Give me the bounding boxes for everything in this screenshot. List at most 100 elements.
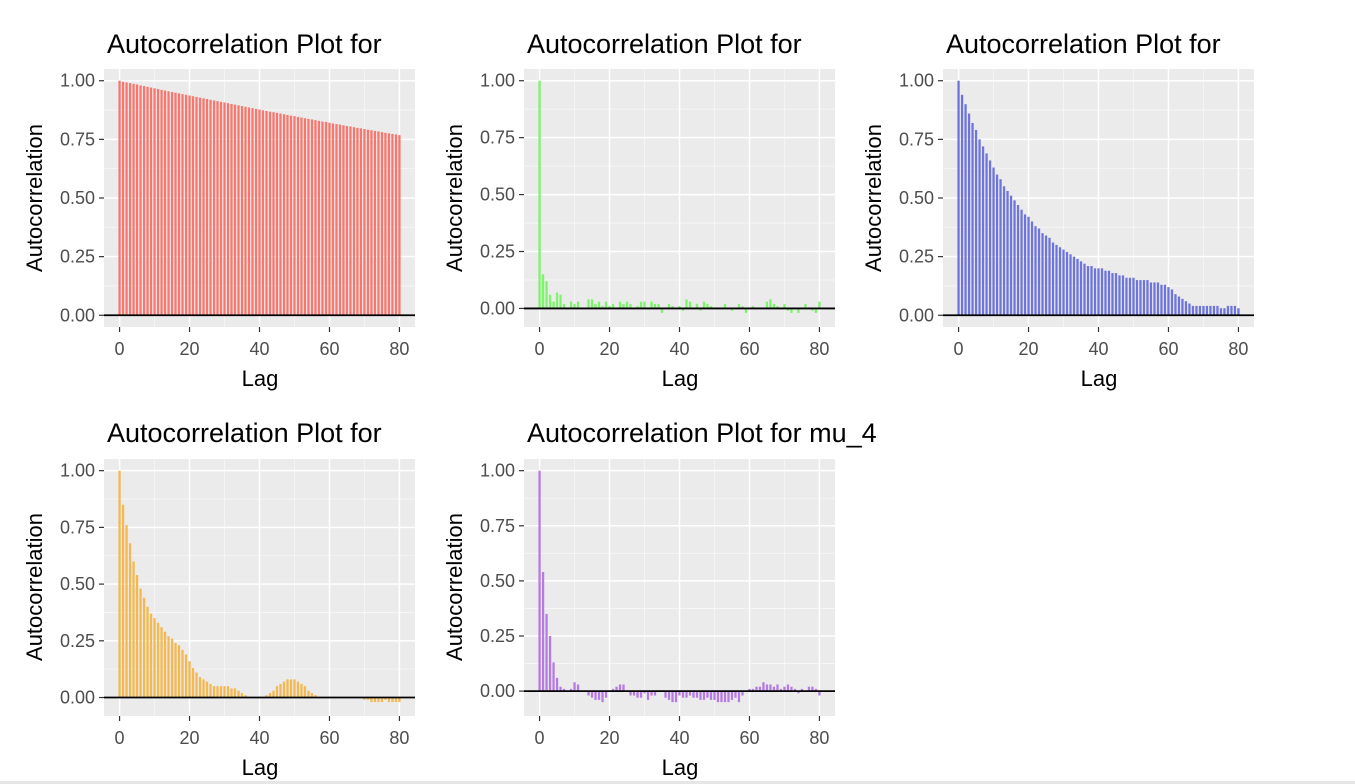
y-tick-label: 0.00	[480, 681, 515, 701]
y-tick-label: 0.25	[480, 242, 515, 262]
acf-bar	[174, 643, 177, 698]
acf-bar	[653, 691, 657, 696]
acf-bar	[268, 692, 272, 698]
acf-bar	[212, 100, 216, 316]
acf-bar	[387, 133, 391, 316]
acf-bar	[380, 697, 384, 703]
x-axis-label: Lag	[242, 366, 279, 391]
acf-bar	[265, 695, 268, 698]
acf-bar	[667, 691, 671, 700]
acf-bar	[1048, 237, 1051, 316]
acf-bar	[233, 688, 237, 698]
acf-bar	[132, 561, 135, 698]
acf-bar	[314, 695, 317, 698]
acf-bar	[737, 303, 741, 309]
y-tick-label: 0.00	[480, 298, 515, 318]
acf-bar	[247, 107, 251, 316]
acf-bar	[772, 303, 776, 309]
acf-bar	[275, 686, 279, 698]
acf-bar	[611, 303, 615, 309]
acf-bar	[814, 688, 818, 692]
acf-bar	[1069, 254, 1072, 316]
x-tick-label: 20	[600, 728, 620, 748]
acf-bar	[720, 691, 723, 703]
acf-bar	[1034, 226, 1037, 316]
acf-bar	[1030, 221, 1034, 316]
acf-bar	[1051, 242, 1055, 316]
acf-bar	[562, 688, 566, 692]
acf-bar	[139, 85, 142, 316]
acf-bar	[391, 697, 394, 703]
y-tick-label: 1.00	[60, 461, 95, 481]
acf-bar	[1153, 282, 1156, 316]
acf-bar	[611, 688, 615, 692]
acf-bar	[118, 470, 121, 698]
acf-bar	[960, 94, 964, 316]
acf-bar	[1044, 235, 1048, 316]
acf-bar	[177, 93, 181, 316]
acf-bar	[650, 301, 653, 309]
acf-bar	[1202, 305, 1205, 316]
y-tick-label: 0.25	[480, 626, 515, 646]
acf-bar	[345, 125, 349, 316]
x-axis-label: Lag	[662, 755, 699, 780]
acf-bar	[1006, 190, 1009, 316]
x-tick-label: 40	[1088, 339, 1108, 359]
acf-bar	[1090, 266, 1093, 316]
acf-bar	[562, 303, 566, 309]
x-tick-label: 80	[389, 339, 409, 359]
acf-bar	[1093, 268, 1097, 316]
acf-bar	[1156, 282, 1160, 316]
acf-bar	[1100, 268, 1104, 316]
acf-bar	[1191, 305, 1195, 316]
acf-bar	[636, 306, 639, 309]
acf-bar	[615, 686, 618, 692]
acf-bar	[685, 691, 688, 698]
y-tick-label: 1.00	[480, 461, 515, 481]
acf-bar	[223, 102, 226, 316]
acf-bar	[181, 94, 184, 316]
acf-bar	[734, 691, 737, 698]
acf-bar	[597, 301, 601, 309]
acf-bar	[597, 691, 601, 700]
acf-bar	[328, 122, 331, 316]
acf-bar	[594, 303, 597, 309]
acf-bar	[811, 308, 814, 311]
acf-bar	[156, 88, 160, 316]
acf-bar	[377, 697, 380, 703]
acf-bar	[1184, 301, 1188, 316]
acf-bar	[555, 292, 559, 309]
acf-bar	[1198, 305, 1202, 316]
acf-bar	[545, 281, 548, 309]
acf-bar	[191, 668, 195, 698]
acf-bar	[807, 686, 811, 692]
acf-bar	[772, 686, 776, 692]
acf-bar	[1023, 214, 1027, 316]
acf-bar	[202, 98, 205, 316]
acf-bar	[370, 130, 373, 316]
acf-bar	[992, 167, 995, 316]
acf-bar	[978, 139, 981, 316]
acf-bar	[713, 691, 716, 700]
acf-panel-1: Autocorrelation Plot for Autocorrelation…	[22, 29, 415, 391]
acf-bar	[286, 679, 289, 698]
acf-bar	[1062, 249, 1065, 316]
acf-bar	[797, 691, 800, 694]
x-tick-label: 0	[115, 728, 125, 748]
y-tick-label: 0.50	[60, 574, 95, 594]
y-axis-label: Autocorrelation	[22, 124, 47, 272]
acf-bar	[765, 684, 769, 692]
acf-bar	[335, 124, 338, 316]
y-tick-label: 0.75	[480, 516, 515, 536]
axis-ticks: 0 20 40 60 80 0.00 0.25 0.50 0.75 1.00	[60, 71, 409, 359]
acf-bar	[723, 691, 727, 703]
acf-bar	[356, 127, 359, 316]
acf-bar	[377, 131, 380, 316]
acf-bar	[636, 691, 639, 698]
acf-bar	[160, 89, 163, 316]
acf-bar	[678, 306, 681, 309]
acf-bar	[674, 691, 678, 703]
acf-bar	[394, 134, 398, 316]
acf-bar	[1209, 305, 1212, 316]
acf-bar	[681, 308, 685, 311]
